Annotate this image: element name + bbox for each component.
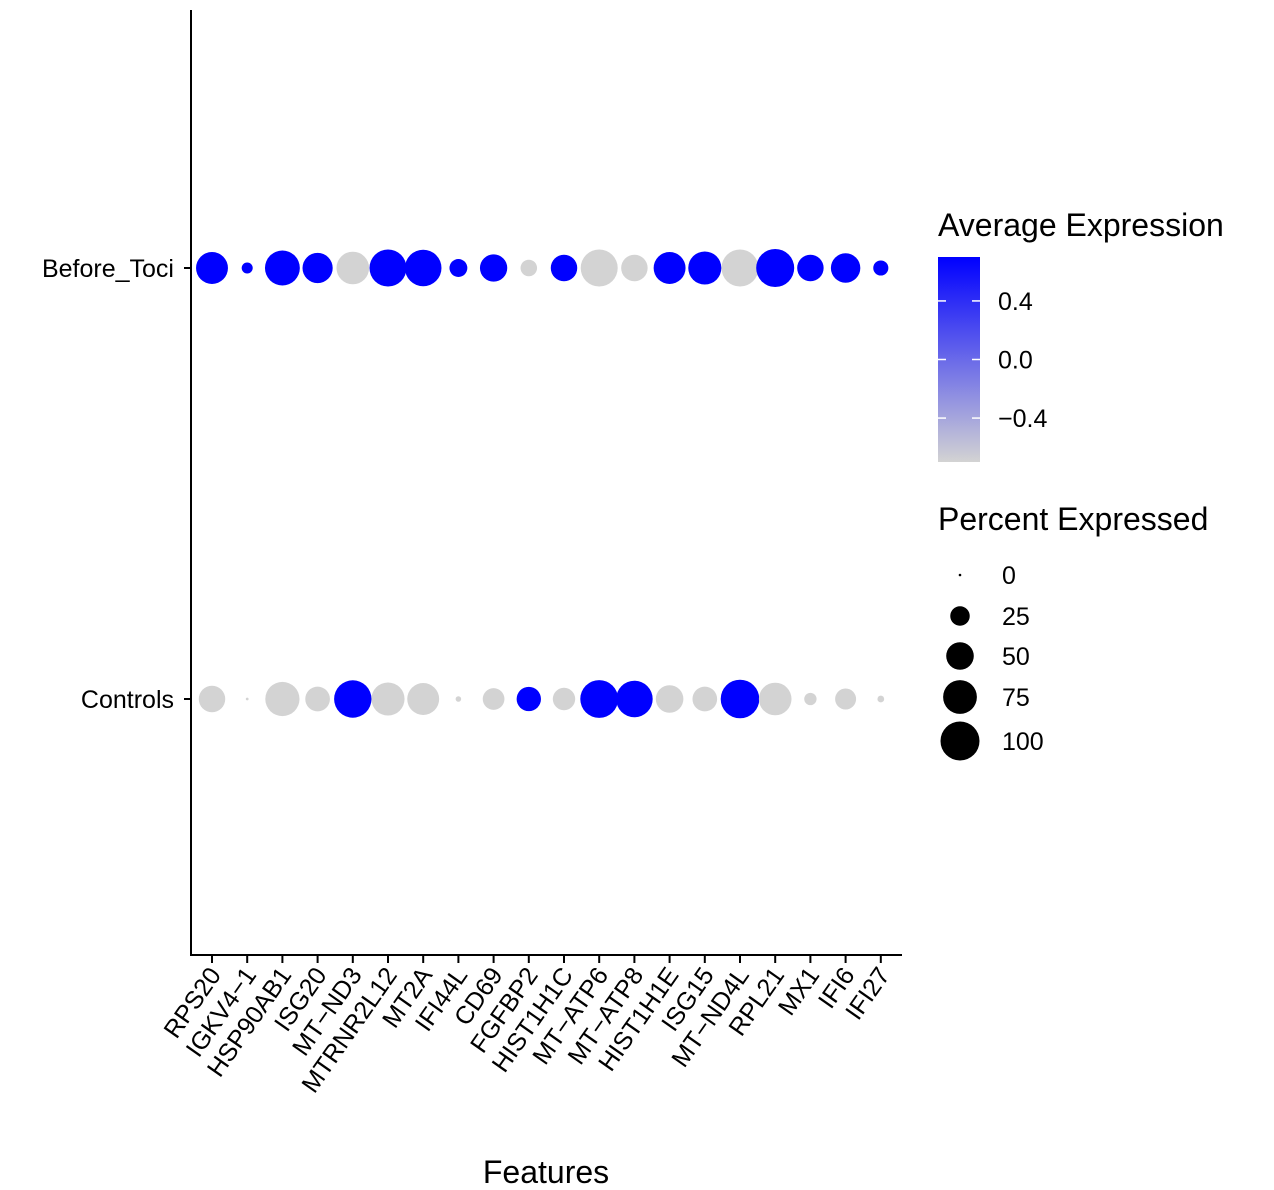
dot-before-toci-12 — [621, 254, 648, 282]
dot-before-toci-13 — [653, 252, 686, 284]
y-tick-label: Before_Toci — [42, 255, 174, 283]
dot-controls-5 — [371, 682, 405, 716]
size-legend-keys: 0 25 50 75 100 — [940, 562, 1044, 761]
color-tick-label: 0.4 — [998, 288, 1033, 316]
dot-controls-12 — [616, 680, 653, 718]
size-legend-title: Percent Expressed — [938, 501, 1208, 537]
dot-before-toci-14 — [688, 251, 722, 285]
color-tick-label: −0.4 — [998, 405, 1047, 433]
size-key-label: 0 — [1002, 562, 1016, 590]
dot-before-toci-2 — [264, 250, 300, 286]
dot-before-toci-15 — [721, 249, 759, 287]
dot-controls-16 — [758, 682, 792, 716]
dot-controls-9 — [516, 686, 541, 712]
color-tick-label: 0.0 — [998, 347, 1033, 375]
dot-controls-14 — [692, 686, 718, 712]
size-key-dot — [943, 680, 977, 714]
dot-controls-1 — [245, 697, 249, 701]
dot-before-toci-9 — [520, 259, 538, 277]
dot-before-toci-4 — [336, 251, 370, 285]
dot-controls-0 — [198, 685, 226, 713]
dot-controls-10 — [552, 687, 576, 711]
y-tick-label: Controls — [81, 686, 174, 714]
dot-controls-18 — [835, 688, 857, 710]
dot-before-toci-19 — [873, 260, 889, 276]
x-axis-title: Features — [483, 1154, 609, 1190]
size-key-dot — [950, 606, 970, 626]
size-legend: Percent Expressed 0 25 50 75 100 — [938, 501, 1208, 761]
plot-panel: Before_Toci Controls RPS20IGKV4−1HSP90AB1… — [42, 10, 902, 1098]
dot-before-toci-3 — [302, 252, 333, 284]
x-axis-ticks: RPS20IGKV4−1HSP90AB1ISG20MT−ND3MTRNR2L12… — [159, 955, 896, 1098]
y-axis-ticks: Before_Toci Controls — [42, 255, 191, 714]
dot-before-toci-5 — [369, 249, 407, 287]
dot-controls-13 — [655, 685, 684, 713]
size-key-label: 50 — [1002, 643, 1030, 671]
color-legend: Average Expression 0.4 0.0 −0.4 — [938, 207, 1224, 462]
dot-before-toci-11 — [580, 249, 618, 287]
dot-controls-11 — [580, 680, 619, 718]
size-key-label: 75 — [1002, 684, 1030, 712]
size-key-label: 25 — [1002, 603, 1030, 631]
dots-layer — [196, 248, 889, 719]
dot-controls-8 — [482, 688, 505, 710]
dot-before-toci-6 — [404, 249, 442, 287]
dot-controls-4 — [334, 680, 372, 718]
dot-controls-6 — [407, 683, 440, 715]
size-key-dot — [958, 573, 962, 577]
dot-before-toci-0 — [196, 252, 228, 284]
dot-controls-7 — [455, 696, 462, 702]
dot-before-toci-10 — [550, 254, 578, 282]
size-key-dot — [946, 642, 974, 670]
dot-controls-2 — [265, 681, 300, 717]
size-key-label: 100 — [1002, 728, 1044, 756]
dot-controls-15 — [720, 679, 760, 719]
dot-before-toci-7 — [449, 259, 468, 277]
dot-before-toci-17 — [797, 254, 824, 282]
dot-before-toci-8 — [479, 254, 508, 282]
dot-before-toci-1 — [241, 262, 253, 274]
dot-controls-3 — [305, 686, 330, 712]
color-legend-title: Average Expression — [938, 207, 1224, 243]
dot-controls-17 — [804, 692, 817, 706]
dot-before-toci-18 — [830, 253, 861, 283]
color-legend-ticks: 0.4 0.0 −0.4 — [938, 288, 1047, 433]
dot-controls-19 — [877, 695, 885, 703]
size-key-dot — [940, 721, 980, 761]
dot-before-toci-16 — [756, 248, 795, 288]
